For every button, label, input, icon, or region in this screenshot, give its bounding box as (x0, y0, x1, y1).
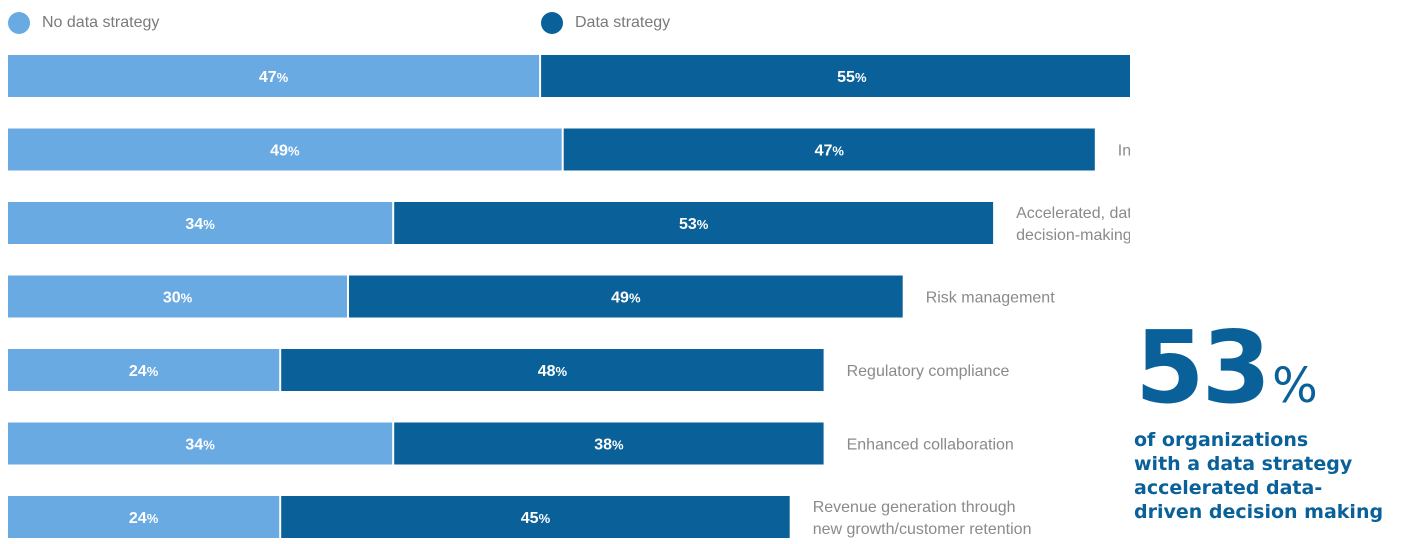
stacked-bar-chart: 47%55%Efficiency/cost reduction49%47%Inc… (8, 55, 1130, 538)
bar-data-strategy (394, 202, 994, 244)
callout-number: 53 (1135, 309, 1271, 426)
callout-line: with a data strategy (1134, 453, 1353, 475)
legend-item-no-data-strategy: No data strategy (8, 12, 159, 34)
bar-data-strategy (281, 349, 824, 391)
bar-data-strategy (541, 55, 1130, 97)
legend-item-data-strategy: Data strategy (541, 12, 670, 34)
bar-value-data-strategy: 55% (837, 69, 867, 86)
callout-line: driven decision making (1134, 501, 1384, 523)
bar-data-strategy (394, 422, 824, 465)
bar-value-data-strategy: 47% (815, 143, 845, 160)
legend-label-no-data-strategy: No data strategy (42, 14, 160, 31)
bar-no-data-strategy (8, 202, 393, 244)
callout-text: of organizations with a data strategy ac… (1134, 410, 1401, 524)
bar-no-data-strategy (8, 349, 280, 391)
bar-no-data-strategy (8, 275, 347, 318)
callout-figure: 53% (1135, 318, 1401, 418)
legend-swatch-data-strategy (541, 12, 563, 34)
callout-line: of organizations (1134, 429, 1309, 451)
legend-swatch-no-data-strategy (8, 12, 30, 34)
callout-percent-sign: % (1272, 358, 1318, 414)
legend: No data strategy Data strategy (8, 12, 768, 34)
bar-no-data-strategy (8, 128, 562, 171)
callout: 53% of organizations with a data strateg… (1134, 318, 1401, 524)
bar-value-data-strategy: 45% (521, 510, 551, 527)
bar-data-strategy (349, 275, 903, 318)
bar-value-data-strategy: 48% (538, 363, 568, 380)
bar-no-data-strategy (8, 496, 280, 538)
bar-data-strategy (563, 128, 1095, 171)
bar-no-data-strategy (8, 422, 393, 465)
bar-data-strategy (281, 496, 790, 538)
category-label: Revenue generation through new growth/cus… (813, 499, 1032, 538)
bar-value-no-data-strategy: 34% (185, 437, 215, 454)
bar-value-no-data-strategy: 34% (185, 216, 215, 233)
category-label: Enhanced collaboration (847, 437, 1014, 454)
bar-value-data-strategy: 38% (594, 437, 624, 454)
category-label: Risk management (926, 290, 1055, 307)
bar-value-no-data-strategy: 49% (270, 143, 300, 160)
callout-line: accelerated data- (1134, 477, 1323, 499)
bar-value-data-strategy: 49% (611, 290, 641, 307)
bar-value-no-data-strategy: 24% (129, 510, 159, 527)
bar-value-no-data-strategy: 24% (129, 363, 159, 380)
bar-no-data-strategy (8, 55, 540, 97)
bar-value-data-strategy: 53% (679, 216, 709, 233)
legend-label-data-strategy: Data strategy (575, 14, 671, 31)
category-label: Increased demand for data (1118, 143, 1130, 160)
bar-value-no-data-strategy: 47% (259, 69, 289, 86)
category-label: Regulatory compliance (847, 363, 1010, 380)
bar-value-no-data-strategy: 30% (163, 290, 193, 307)
